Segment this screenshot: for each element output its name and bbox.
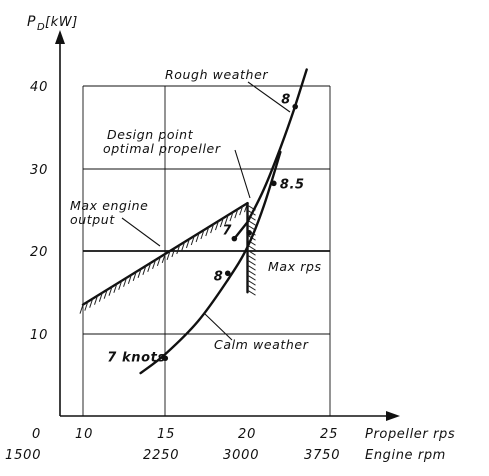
- max-engine-output-label-2: output: [70, 212, 115, 227]
- max-engine-output-hatch: [147, 262, 152, 272]
- y-axis-title-main: P: [27, 14, 36, 30]
- y-tick-label: 10: [30, 328, 48, 343]
- max-rps-hatch: [247, 264, 256, 271]
- calm-weather-point-label: 7 knots: [107, 350, 166, 365]
- x-tick-label: 20: [238, 427, 256, 442]
- max-engine-output-hatch: [181, 241, 186, 252]
- calm-weather-point: [224, 270, 231, 277]
- max-engine-output-hatch: [200, 229, 205, 240]
- max-engine-output-hatch: [132, 271, 137, 281]
- x-tick-rpm-label: 2250: [143, 448, 179, 463]
- calm-weather-curve: [139, 150, 282, 375]
- max-engine-output-label: Max engine: [70, 198, 148, 213]
- max-rps-hatch: [247, 279, 256, 286]
- max-engine-output-hatch: [103, 289, 108, 299]
- rough-weather-point: [246, 230, 252, 236]
- design-point-label: Design point: [107, 127, 194, 142]
- max-rps-hatch: [247, 254, 256, 261]
- y-axis-title-unit: [kW]: [45, 15, 78, 30]
- max-engine-output-hatch: [239, 205, 244, 216]
- x-tick-label: 25: [320, 427, 338, 442]
- rough-weather-curve: [246, 68, 308, 224]
- max-engine-output-hatch: [176, 244, 181, 255]
- max-engine-output-hatch: [142, 265, 147, 275]
- max-engine-output-hatch: [171, 247, 176, 258]
- max-engine-output-hatch: [219, 217, 224, 228]
- max-engine-output-hatch: [156, 256, 161, 267]
- max-rps-hatch: [247, 284, 256, 291]
- max-engine-output-hatch: [234, 208, 239, 219]
- x-axis-title-rpm: Engine rpm: [365, 448, 446, 463]
- max-engine-output-hatch: [94, 295, 98, 305]
- max-engine-output-hatch: [224, 214, 229, 225]
- max-rps-hatch: [247, 249, 256, 256]
- max-engine-output-hatch: [108, 286, 113, 296]
- max-rps-hatch: [247, 274, 256, 281]
- axes: [55, 30, 400, 421]
- max-engine-output-hatch: [98, 292, 103, 302]
- y-tick-label: 40: [30, 80, 48, 95]
- rough-weather-point: [292, 103, 299, 110]
- y-tick-label: 20: [30, 245, 48, 260]
- max-engine-output-hatch: [123, 277, 128, 287]
- max-engine-output-hatch: [113, 283, 118, 293]
- max-engine-output-hatch: [79, 304, 84, 314]
- max-rps-hatch: [247, 259, 256, 266]
- y-axis-title-sub: D: [37, 22, 45, 33]
- x-tick-rpm-label: 3000: [223, 448, 259, 463]
- rough-weather-segment: [233, 220, 249, 240]
- max-engine-output-hatch: [229, 211, 234, 222]
- x-axis-title: Propeller rps: [365, 427, 455, 442]
- max-engine-output-hatch: [210, 223, 215, 234]
- calm-weather-point: [162, 355, 169, 362]
- rough-weather-label: Rough weather: [165, 67, 268, 82]
- calm-weather-point: [271, 180, 277, 187]
- max-engine-output-hatch: [190, 235, 195, 246]
- rough-weather-point-label: 8: [281, 93, 291, 108]
- grid: [82, 85, 331, 416]
- x-tick-label: 10: [75, 427, 93, 442]
- max-rps-hatch: [247, 239, 256, 246]
- max-engine-output-leader: [121, 217, 161, 247]
- y-tick-labels: 40 30 20 10: [30, 80, 48, 343]
- x-tick-labels: 0 10 15 20 25 Propeller rps 1500 2250 30…: [5, 427, 455, 463]
- max-engine-output-hatch: [84, 301, 89, 311]
- calm-weather-leader: [204, 313, 233, 341]
- x-tick-label: 15: [157, 427, 175, 442]
- calm-weather-point-label: 8: [214, 269, 224, 284]
- max-engine-output-hatch: [195, 232, 200, 243]
- max-engine-output-hatch: [89, 298, 94, 308]
- y-tick-label: 30: [30, 163, 48, 178]
- max-engine-output-hatch: [161, 253, 166, 264]
- calm-weather-label: Calm weather: [214, 337, 309, 352]
- y-axis-title: P D [kW]: [27, 14, 78, 33]
- max-engine-output-hatch: [166, 250, 171, 261]
- max-engine-output-hatch: [214, 220, 219, 231]
- x-tick-rpm-label: 3750: [304, 448, 340, 463]
- max-engine-output-hatch: [118, 280, 123, 290]
- max-engine-output-hatch: [137, 268, 142, 278]
- calm-weather-point-label: 8.5: [280, 177, 305, 192]
- max-engine-output-hatch: [205, 226, 210, 237]
- max-engine-output-hatch: [127, 274, 132, 284]
- data-layer: 8 7 7 knots 8 8.5: [79, 68, 308, 375]
- max-engine-output-hatch: [185, 238, 190, 249]
- design-point-leader: [234, 149, 251, 199]
- max-rps-label: Max rps: [268, 259, 322, 274]
- y-axis-arrow: [55, 30, 65, 44]
- max-rps-hatch: [247, 289, 256, 296]
- x-axis-arrow: [386, 411, 400, 421]
- max-engine-output-hatch: [152, 259, 157, 270]
- annotations: Rough weather Design point optimal prope…: [70, 67, 322, 352]
- max-rps-hatch: [247, 269, 256, 276]
- rough-weather-leader: [247, 81, 291, 113]
- x-tick-label: 0: [32, 427, 41, 442]
- design-point-label-2: optimal propeller: [103, 141, 221, 156]
- rough-weather-point-label: 7: [222, 224, 232, 239]
- x-tick-rpm-label: 1500: [5, 448, 41, 463]
- max-rps-hatch: [247, 214, 256, 221]
